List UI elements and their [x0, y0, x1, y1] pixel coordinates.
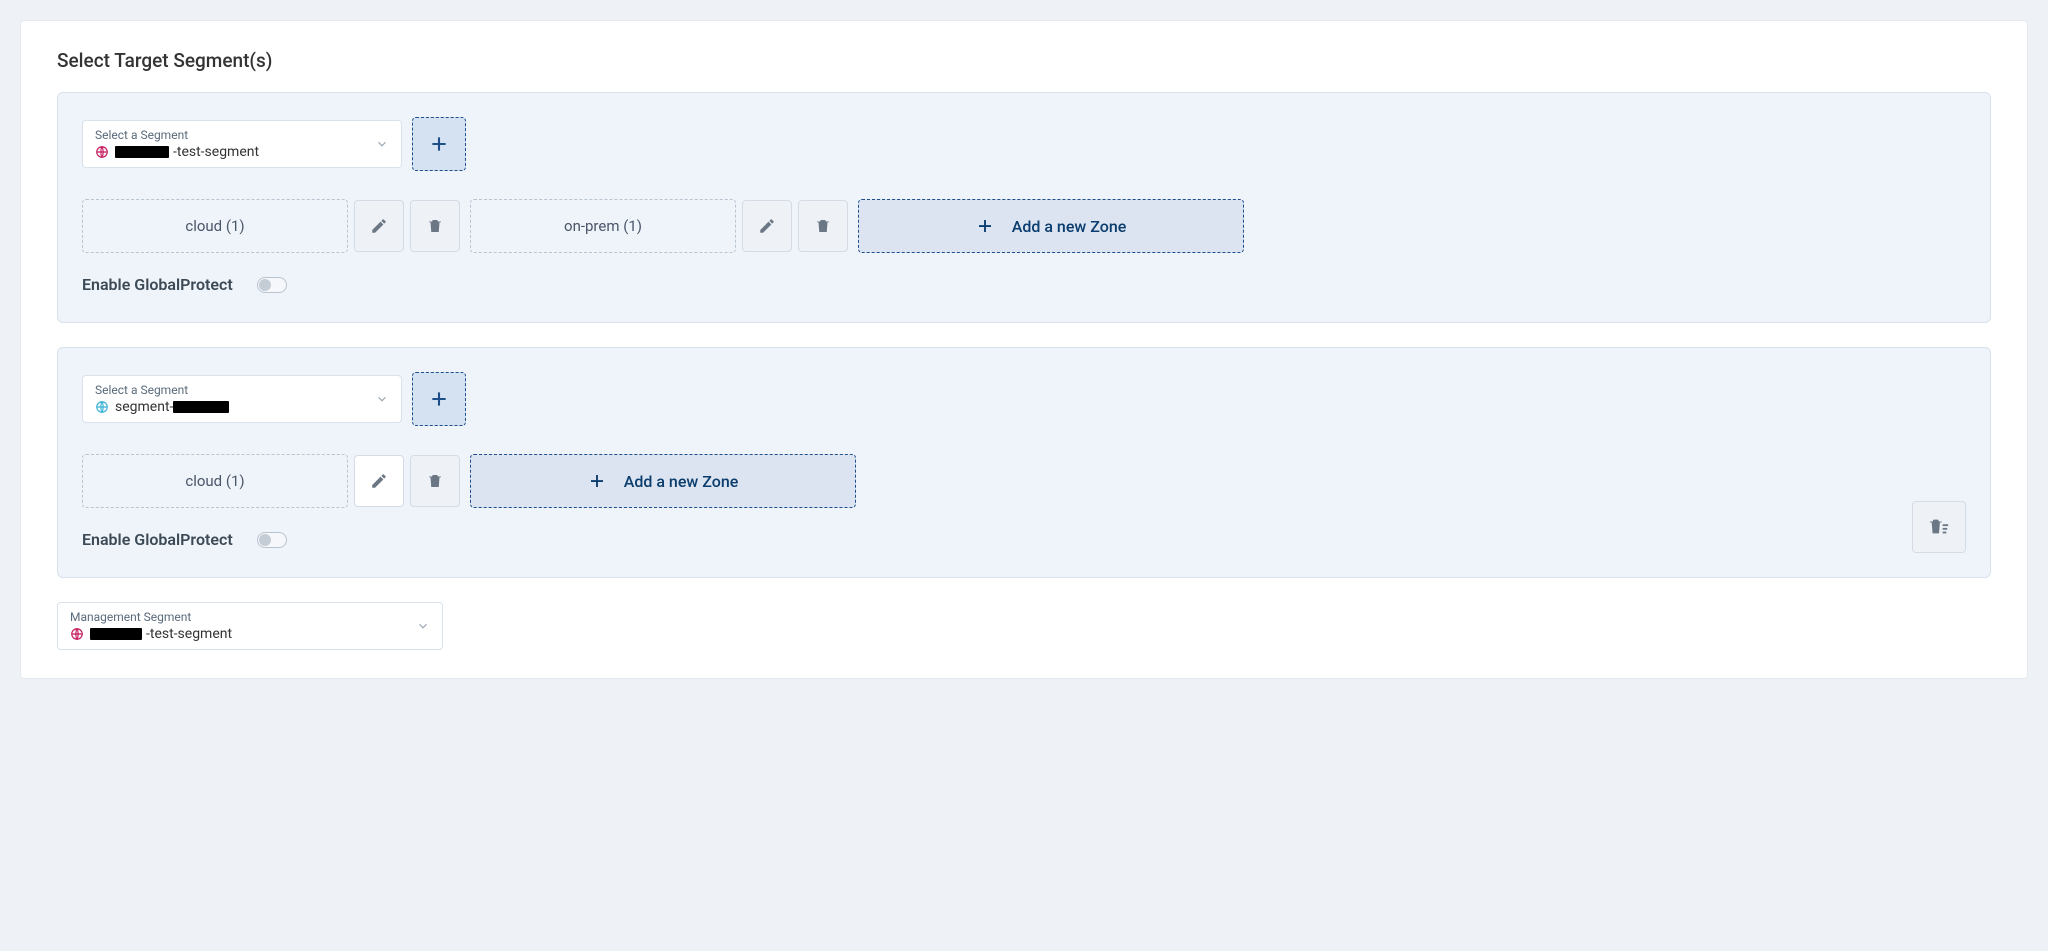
add-zone-label: Add a new Zone — [1012, 217, 1127, 236]
zone-group: cloud (1) — [82, 454, 460, 508]
select-value-row: -test-segment — [70, 626, 430, 642]
page-root: Select Target Segment(s) Select a Segmen… — [0, 0, 2048, 699]
chevron-down-icon — [375, 392, 389, 406]
zone-chip[interactable]: cloud (1) — [82, 199, 348, 253]
pencil-icon — [370, 217, 388, 235]
redacted-text — [115, 146, 169, 158]
zone-chip[interactable]: on-prem (1) — [470, 199, 736, 253]
toggle-knob — [259, 534, 271, 546]
edit-zone-button[interactable] — [742, 200, 792, 252]
globalprotect-toggle[interactable] — [257, 532, 287, 548]
segment-select[interactable]: Select a Segment -test-segment — [82, 120, 402, 168]
segment-select[interactable]: Select a Segment segment- — [82, 375, 402, 423]
add-segment-button[interactable] — [412, 117, 466, 171]
edit-zone-button[interactable] — [354, 200, 404, 252]
select-value-row: segment- — [95, 399, 389, 415]
trash-icon — [426, 472, 444, 490]
select-label: Management Segment — [70, 610, 430, 624]
trash-icon — [426, 217, 444, 235]
chevron-down-icon — [416, 619, 430, 633]
globalprotect-row: Enable GlobalProtect — [82, 275, 1966, 294]
segment-panel: Select a Segment segment- — [57, 347, 1991, 578]
select-label: Select a Segment — [95, 383, 389, 397]
segment-panel: Select a Segment -test-segment — [57, 92, 1991, 323]
add-zone-button[interactable]: Add a new Zone — [858, 199, 1244, 253]
add-zone-button[interactable]: Add a new Zone — [470, 454, 856, 508]
plus-icon — [429, 389, 449, 409]
select-value-prefix: segment- — [115, 399, 173, 415]
globe-icon — [95, 145, 109, 159]
redacted-text — [173, 401, 229, 413]
zones-row: cloud (1) on-prem (1) — [82, 199, 1966, 253]
config-card: Select Target Segment(s) Select a Segmen… — [20, 20, 2028, 679]
globalprotect-toggle[interactable] — [257, 277, 287, 293]
management-segment-select[interactable]: Management Segment -test-segment — [57, 602, 443, 650]
trash-icon — [814, 217, 832, 235]
plus-icon — [429, 134, 449, 154]
section-title: Select Target Segment(s) — [57, 49, 1991, 72]
globalprotect-label: Enable GlobalProtect — [82, 275, 233, 294]
add-segment-button[interactable] — [412, 372, 466, 426]
redacted-text — [90, 628, 142, 640]
select-value-row: -test-segment — [95, 144, 389, 160]
zone-chip[interactable]: cloud (1) — [82, 454, 348, 508]
select-value-suffix: -test-segment — [146, 626, 232, 642]
toggle-knob — [259, 279, 271, 291]
select-label: Select a Segment — [95, 128, 389, 142]
globe-icon — [95, 400, 109, 414]
select-value: -test-segment — [115, 144, 259, 160]
select-value-suffix: -test-segment — [173, 144, 259, 160]
zone-group: cloud (1) — [82, 199, 460, 253]
pencil-icon — [370, 472, 388, 490]
select-value: segment- — [115, 399, 229, 415]
plus-icon — [976, 217, 994, 235]
globalprotect-label: Enable GlobalProtect — [82, 530, 233, 549]
trash-list-icon — [1928, 516, 1950, 538]
segment-select-row: Select a Segment -test-segment — [82, 117, 1966, 171]
delete-zone-button[interactable] — [410, 200, 460, 252]
globalprotect-row: Enable GlobalProtect — [82, 530, 1966, 549]
delete-zone-button[interactable] — [410, 455, 460, 507]
edit-zone-button[interactable] — [354, 455, 404, 507]
globe-icon — [70, 627, 84, 641]
zones-row: cloud (1) A — [82, 454, 1966, 508]
segment-select-row: Select a Segment segment- — [82, 372, 1966, 426]
chevron-down-icon — [375, 137, 389, 151]
pencil-icon — [758, 217, 776, 235]
plus-icon — [588, 472, 606, 490]
delete-segment-button[interactable] — [1912, 501, 1966, 553]
delete-zone-button[interactable] — [798, 200, 848, 252]
add-zone-label: Add a new Zone — [624, 472, 739, 491]
select-value: -test-segment — [90, 626, 232, 642]
zone-group: on-prem (1) — [470, 199, 848, 253]
